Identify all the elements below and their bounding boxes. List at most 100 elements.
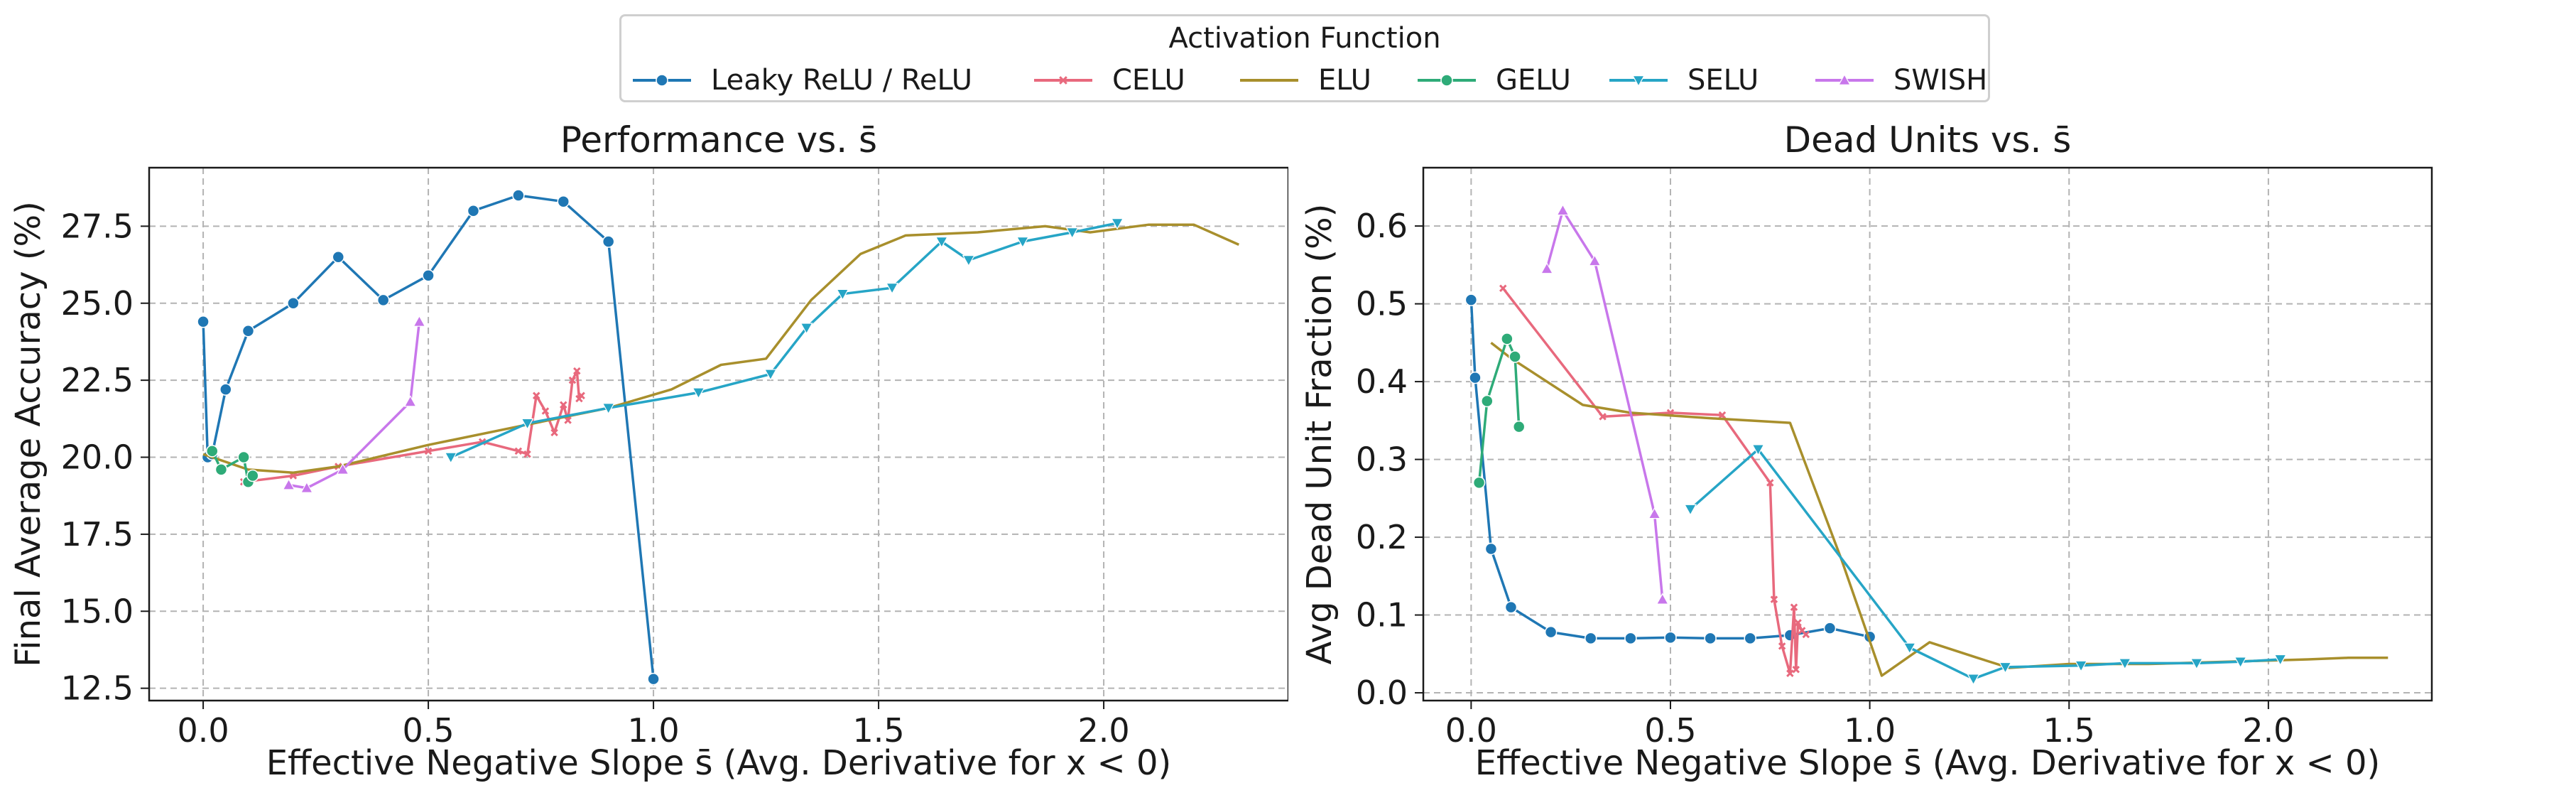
data-point-gelu <box>237 450 250 464</box>
y-tick-label: 0.6 <box>1356 207 1408 245</box>
data-point-swish <box>336 463 349 475</box>
x-tick-label: 1.0 <box>627 711 679 750</box>
series-line-celu <box>243 369 583 483</box>
legend-label: CELU <box>1112 64 1185 97</box>
legend-swatch-elu <box>1240 79 1298 82</box>
data-point-swish <box>403 395 417 407</box>
data-point-selu <box>1111 218 1124 230</box>
data-point-celu <box>523 450 531 458</box>
y-tick-label: 27.5 <box>61 207 134 245</box>
data-point-leaky-relu-relu <box>1544 625 1558 639</box>
x-tick-label: 1.5 <box>2043 711 2095 750</box>
data-point-celu <box>541 407 550 415</box>
data-point-gelu <box>1472 476 1486 490</box>
data-point-swish <box>1540 262 1554 274</box>
performance-chart: 0.0 0.5 1.0 1.5 2.0 12.5 15.0 17.5 20.0 22.5 25.0 2… <box>9 166 1290 783</box>
grid <box>149 168 1288 701</box>
data-point-celu <box>1770 595 1778 603</box>
data-point-leaky-relu-relu <box>332 250 345 264</box>
series-selu <box>444 218 1124 464</box>
data-point-swish <box>300 481 313 493</box>
series-celu <box>1499 284 1810 677</box>
data-point-selu <box>1016 237 1029 249</box>
data-point-leaky-relu-relu <box>219 383 232 396</box>
series-line-swish <box>1545 209 1664 600</box>
legend-label: SELU <box>1688 64 1759 97</box>
data-point-gelu <box>214 463 228 476</box>
x-tick-label: 1.0 <box>1844 711 1896 750</box>
y-axis-label: Final Average Accuracy (%) <box>9 201 48 667</box>
data-point-selu <box>444 452 457 464</box>
dead-units-chart-panel: Dead Units vs. s̄ 0.0 0.5 1.0 1.5 2.0 0.0 0.1 0… <box>1288 107 2576 807</box>
legend-swatch-celu <box>1034 76 1092 85</box>
data-point-celu <box>1718 411 1727 419</box>
data-point-selu <box>1903 642 1916 654</box>
data-point-selu <box>935 237 948 249</box>
data-point-leaky-relu-relu <box>557 195 570 208</box>
y-tick-label: 22.5 <box>61 361 134 399</box>
series-leaky-relu-relu <box>197 189 660 686</box>
series-line-celu <box>1501 287 1808 675</box>
performance-chart-panel: Performance vs. s̄ 0.0 0.5 1.0 1.5 2.0 12.5 15… <box>0 107 1290 807</box>
legend-items: Leaky ReLU / ReLU CELU ELU GELU SELU SWISH <box>621 59 1988 102</box>
series-leaky-relu-relu <box>1464 293 1876 645</box>
data-point-swish <box>282 478 295 490</box>
data-point-celu <box>573 367 581 375</box>
legend-label: Leaky ReLU / ReLU <box>711 64 973 97</box>
series-line-selu <box>1689 448 2281 681</box>
data-point-leaky-relu-relu <box>602 235 615 248</box>
y-tick-label: 20.0 <box>61 438 134 477</box>
x-tick-label: 0.0 <box>1445 711 1497 750</box>
data-point-leaky-relu-relu <box>1504 600 1518 614</box>
data-point-selu <box>602 403 615 415</box>
performance-chart-title: Performance vs. s̄ <box>560 119 878 161</box>
series-layer <box>1464 203 2388 686</box>
y-tick-label: 15.0 <box>61 592 134 630</box>
data-point-swish <box>1648 507 1661 519</box>
legend-swatch-selu <box>1609 75 1668 87</box>
data-point-swish <box>1656 593 1669 605</box>
data-point-celu <box>1599 413 1607 421</box>
data-point-leaky-relu-relu <box>1664 631 1677 644</box>
data-point-selu <box>2273 654 2287 666</box>
data-point-leaky-relu-relu <box>1464 293 1478 306</box>
data-point-gelu <box>1501 333 1513 345</box>
data-point-celu <box>1802 630 1810 639</box>
legend-item-swish: SWISH <box>1813 59 1987 102</box>
data-point-celu <box>564 416 572 424</box>
legend-marker <box>1837 73 1852 85</box>
data-point-gelu <box>1509 350 1521 363</box>
series-layer <box>197 189 1240 686</box>
data-point-selu <box>2190 658 2203 670</box>
data-point-gelu <box>246 469 259 482</box>
legend-marker <box>656 74 668 87</box>
data-point-gelu <box>1481 394 1494 408</box>
legend-marker <box>1440 74 1453 87</box>
y-tick-label: 25.0 <box>61 284 134 323</box>
axis-ticks: 0.0 0.5 1.0 1.5 2.0 12.5 15.0 17.5 20.0 22.5 25.0 2… <box>61 207 1130 750</box>
data-point-selu <box>521 418 534 431</box>
data-point-swish <box>413 315 426 327</box>
data-point-leaky-relu-relu <box>1584 632 1597 645</box>
legend-item-elu: ELU <box>1237 59 1371 102</box>
legend-title: Activation Function <box>1168 22 1441 55</box>
data-point-celu <box>1766 479 1774 487</box>
data-point-celu <box>1786 669 1794 677</box>
data-point-celu <box>514 447 523 455</box>
data-point-swish <box>1588 254 1602 266</box>
data-point-celu <box>1792 665 1800 674</box>
y-tick-label: 0.1 <box>1356 596 1408 634</box>
series-gelu <box>1472 333 1526 490</box>
series-selu <box>1684 444 2287 686</box>
y-tick-label: 0.5 <box>1356 285 1408 323</box>
legend-item-celu: CELU <box>1031 59 1185 102</box>
series-swish <box>282 315 426 493</box>
data-point-selu <box>1684 504 1697 516</box>
legend-item-leaky-relu-relu: Leaky ReLU / ReLU <box>630 59 972 102</box>
legend-swatch-gelu <box>1418 74 1476 87</box>
x-tick-label: 1.5 <box>852 711 904 750</box>
x-axis-label: Effective Negative Slope s̄ (Avg. Deriva… <box>1475 743 2381 783</box>
series-celu <box>239 367 585 486</box>
x-tick-label: 0.5 <box>402 711 454 750</box>
data-point-celu <box>1794 619 1802 627</box>
